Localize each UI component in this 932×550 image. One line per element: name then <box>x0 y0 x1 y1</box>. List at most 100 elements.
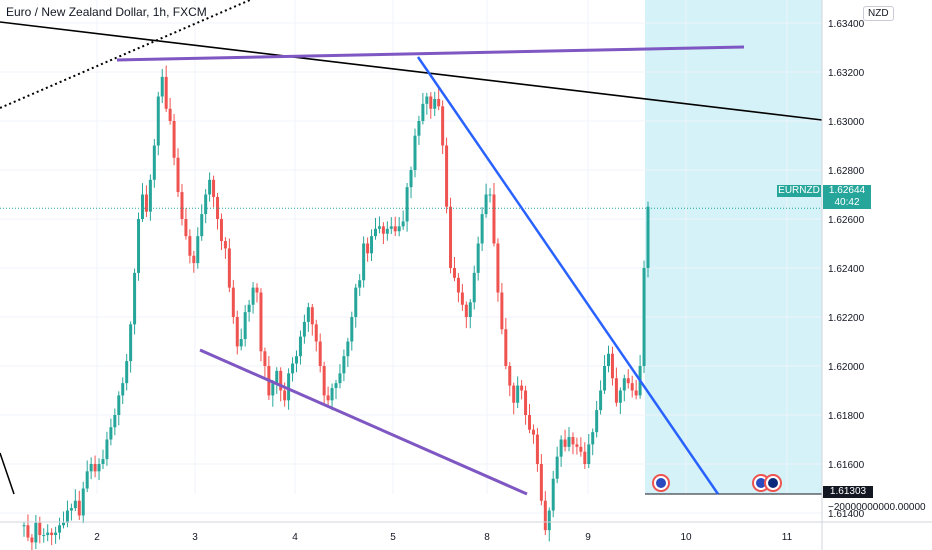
y-tick-label: 1.62200 <box>828 313 865 324</box>
candle-body <box>634 390 638 396</box>
event-flag-nz-icon[interactable] <box>764 474 782 492</box>
candle-body <box>433 98 437 109</box>
candle-body <box>58 525 62 533</box>
candle-body <box>488 194 492 196</box>
candle-body <box>437 98 441 107</box>
candle-body <box>397 226 401 232</box>
candle-body <box>172 121 176 158</box>
candle-body <box>512 385 516 403</box>
bottom-price-tag: 1.61303 <box>823 486 873 498</box>
candle-body <box>587 444 591 464</box>
candle-body <box>148 179 152 212</box>
candle-body <box>607 353 611 366</box>
candle-body <box>449 206 453 268</box>
candle-body <box>184 219 188 237</box>
symbol-price-tag: EURNZD <box>777 185 821 197</box>
candle-body <box>528 415 532 430</box>
candle-body <box>216 196 220 219</box>
candle-body <box>97 464 101 472</box>
candle-body <box>65 510 69 523</box>
candle-body <box>421 103 425 121</box>
candle-body <box>291 363 295 374</box>
chart-title: Euro / New Zealand Dollar, 1h, FXCM <box>6 5 207 19</box>
candle-body <box>298 336 302 357</box>
candle-body <box>73 500 77 509</box>
candle-body <box>381 226 385 234</box>
candle-body <box>306 307 310 322</box>
currency-button[interactable]: NZD <box>863 6 894 21</box>
candle-body <box>302 321 306 337</box>
candle-body <box>366 243 370 254</box>
candle-body <box>504 329 508 366</box>
candle-body <box>354 287 358 317</box>
candle-body <box>279 370 283 391</box>
candle-body <box>129 324 133 362</box>
candle-body <box>591 432 595 445</box>
candle-body <box>109 427 113 440</box>
x-tick-label: 10 <box>680 532 692 543</box>
candle-body <box>69 508 73 511</box>
black-trend-line[interactable] <box>0 21 823 121</box>
candle-body <box>117 395 121 415</box>
candle-body <box>480 214 484 244</box>
candle-body <box>81 488 85 516</box>
candle-body <box>464 304 468 317</box>
candle-body <box>535 434 539 464</box>
candle-body <box>543 500 547 531</box>
candle-body <box>413 135 417 170</box>
y-tick-label: 1.61600 <box>828 460 865 471</box>
candle-body <box>188 236 192 256</box>
candle-body <box>310 307 314 325</box>
countdown-label: 40:42 <box>834 197 860 208</box>
y-tick-label: 1.61400 <box>828 509 865 520</box>
candle-body <box>125 361 129 384</box>
candle-body <box>350 317 354 342</box>
candle-body <box>200 214 204 237</box>
candle-body <box>255 287 259 293</box>
candle-body <box>180 192 184 219</box>
candle-body <box>231 287 235 317</box>
candle-body <box>468 302 472 317</box>
candle-body <box>22 525 26 527</box>
candle-body <box>259 292 263 352</box>
candle-body <box>547 510 551 531</box>
candle-body <box>85 471 89 489</box>
y-tick-label: 1.62400 <box>828 264 865 275</box>
y-tick-label: 1.62800 <box>828 166 865 177</box>
black-short-line[interactable] <box>0 452 15 495</box>
candle-body <box>520 385 524 391</box>
blue-trend-line[interactable] <box>416 56 720 495</box>
event-flag-eu-icon[interactable] <box>652 474 670 492</box>
candle-body <box>77 500 81 516</box>
candle-body <box>275 370 279 384</box>
candle-body <box>164 76 168 109</box>
x-tick-label: 2 <box>94 532 100 543</box>
candle-body <box>61 522 65 526</box>
candle-body <box>326 395 330 401</box>
candle-body <box>417 121 421 136</box>
y-tick-label: 1.62000 <box>828 362 865 373</box>
candle-body <box>524 390 528 415</box>
candle-body <box>322 366 326 396</box>
purple-resistance-line[interactable] <box>116 45 745 62</box>
candle-body <box>563 439 567 447</box>
bottom-axis-value: −20000000000.00000 <box>828 502 926 513</box>
dotted-trend-line[interactable] <box>0 0 251 109</box>
last-price-tag: 1.62644 40:42 <box>823 185 871 209</box>
candle-body <box>599 390 603 411</box>
candle-body <box>271 383 275 396</box>
candle-body <box>405 187 409 222</box>
candle-body <box>152 145 156 180</box>
candle-body <box>101 459 105 464</box>
candle-body <box>595 410 599 433</box>
x-tick-label: 3 <box>192 532 198 543</box>
purple-support-line[interactable] <box>199 348 528 496</box>
candle-body <box>121 383 125 396</box>
candle-body <box>571 437 575 445</box>
candle-body <box>496 243 500 293</box>
candle-body <box>579 446 583 452</box>
candle-body <box>314 324 318 342</box>
candle-body <box>105 439 109 460</box>
x-tick-label: 9 <box>585 532 591 543</box>
